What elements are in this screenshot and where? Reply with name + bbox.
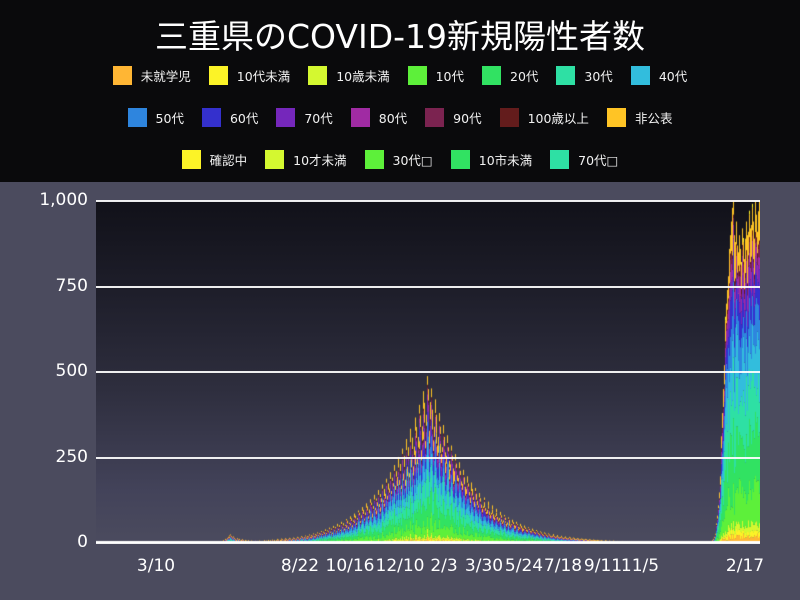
gridline: [96, 456, 760, 459]
legend-swatch-icon: [265, 150, 285, 169]
legend-item[interactable]: 20代: [482, 66, 538, 85]
legend-swatch-icon: [276, 108, 296, 127]
gridline: [96, 200, 760, 202]
legend-item[interactable]: 60代: [201, 108, 259, 127]
legend-item[interactable]: 確認中: [181, 150, 248, 169]
legend-item-label: 未就学児: [140, 69, 191, 84]
x-axis-tick-label: 3/30: [464, 556, 504, 576]
legend-item-label: 30代□: [392, 153, 433, 168]
gridline: [96, 542, 760, 544]
legend-swatch-icon: [201, 108, 221, 127]
legend-item[interactable]: 100歳以上: [499, 108, 589, 127]
legend-swatch-icon: [208, 66, 228, 85]
x-axis-tick-label: 5/24: [504, 556, 544, 576]
gridline: [96, 285, 760, 288]
legend-swatch-icon: [450, 150, 470, 169]
legend-item-label: 40代: [658, 69, 688, 84]
x-axis-tick-label: 3/10: [136, 556, 176, 576]
legend-swatch-icon: [550, 150, 570, 169]
x-axis-tick-label: 2/17: [725, 556, 765, 576]
x-axis-tick-label: 7/18: [543, 556, 583, 576]
legend-item-label: 20代: [510, 69, 539, 84]
y-axis-tick-label: 250: [55, 446, 88, 467]
legend-item[interactable]: 10代: [407, 66, 464, 85]
legend-item-label: 非公表: [634, 111, 673, 126]
legend-swatch-icon: [127, 108, 147, 127]
x-axis-tick-label: 2/3: [430, 556, 458, 576]
legend-swatch-icon: [606, 108, 626, 127]
gridline: [96, 371, 760, 373]
legend-swatch-icon: [364, 150, 384, 169]
y-axis-tick-label: 500: [55, 361, 88, 381]
legend-item-label: 70代□: [578, 153, 619, 168]
legend-swatch-icon: [112, 66, 132, 85]
legend-item[interactable]: 90代: [425, 108, 482, 127]
y-axis-tick-label: 0: [77, 532, 88, 552]
y-axis: 0 250 500 750 1,000: [0, 190, 88, 552]
legend-swatch-icon: [181, 150, 201, 169]
y-axis-tick-label: 1,000: [39, 190, 88, 210]
legend-item-label: 70代: [304, 111, 333, 126]
legend-item-label: 100歳以上: [527, 111, 589, 126]
legend-item-label: 30代: [584, 69, 613, 84]
legend-item-label: 60代: [229, 111, 259, 126]
legend-swatch-icon: [556, 66, 576, 85]
legend-swatch-icon: [425, 108, 445, 127]
legend-item-label: 10歳未満: [336, 69, 390, 84]
legend-item[interactable]: 80代: [350, 108, 408, 127]
legend-swatch-icon: [407, 66, 427, 85]
legend-swatch-icon: [308, 66, 328, 85]
legend-swatch-icon: [499, 108, 519, 127]
x-axis-tick-label: 12/10: [375, 556, 425, 576]
legend-item[interactable]: 非公表: [606, 108, 673, 127]
legend-item[interactable]: 30代□: [364, 150, 433, 169]
legend-row-2: 確認中 10才未満 30代□ 10市未満 70代□: [0, 150, 800, 169]
page-title: 三重県のCOVID-19新規陽性者数: [154, 17, 646, 56]
legend-row-0: 未就学児 10代未満 10歳未満 10代 20代 30代 40代: [0, 66, 800, 85]
legend-item[interactable]: 70代□: [550, 150, 618, 169]
x-axis-tick-label: 10/16: [325, 556, 375, 576]
x-axis-tick-label: 9/11: [583, 556, 623, 576]
legend-item[interactable]: 10才未満: [265, 150, 347, 169]
header-band: 三重県のCOVID-19新規陽性者数 未就学児 10代未満 10歳未満 10代 20代 3…: [0, 0, 800, 182]
legend-item[interactable]: 10歳未満: [308, 66, 390, 85]
legend-item-label: 10市未満: [478, 153, 533, 168]
legend-item-label: 10代: [435, 69, 464, 84]
legend-row-1: 50代 60代 70代 80代 90代 100歳以上 非公表: [0, 108, 800, 127]
x-axis-tick-label: 8/22: [280, 556, 320, 576]
legend-item-label: 10代未満: [236, 69, 291, 84]
legend-item[interactable]: 50代: [127, 108, 184, 127]
legend-item-label: 80代: [378, 111, 408, 126]
legend-item[interactable]: 70代: [276, 108, 333, 127]
y-axis-tick-label: 750: [55, 275, 88, 296]
legend-item-label: 90代: [453, 111, 482, 126]
plot-area: [96, 200, 760, 544]
legend-item-label: 50代: [155, 111, 184, 126]
x-axis-tick-label: 11/5: [620, 556, 660, 576]
legend-item[interactable]: 10代未満: [208, 66, 291, 85]
x-axis: 3/10 8/22 10/16 12/10 2/3 3/30 5/24 7/18 9/11 11/…: [0, 556, 800, 586]
legend-item[interactable]: 未就学児: [112, 66, 191, 85]
legend-swatch-icon: [630, 66, 650, 85]
legend-item[interactable]: 40代: [630, 66, 688, 85]
legend-item[interactable]: 30代: [556, 66, 613, 85]
legend-swatch-icon: [482, 66, 501, 85]
legend-item[interactable]: 10市未満: [450, 150, 533, 169]
legend-item-label: 10才未満: [293, 153, 347, 168]
legend-item-label: 確認中: [209, 153, 248, 168]
legend-swatch-icon: [350, 108, 370, 127]
